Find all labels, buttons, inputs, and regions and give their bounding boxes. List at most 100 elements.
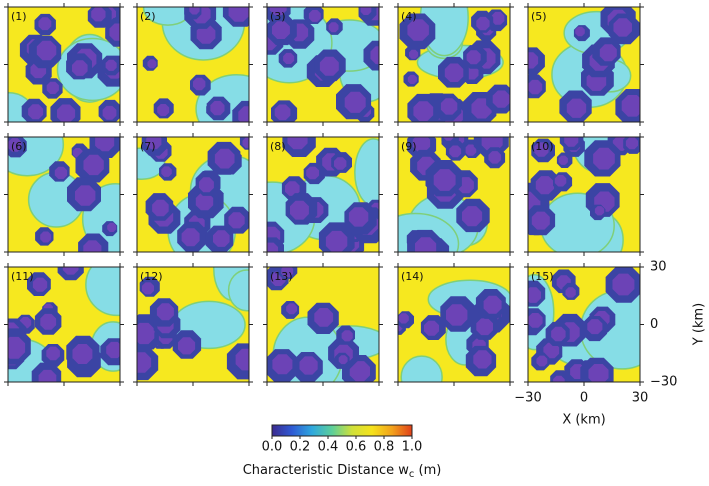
- blob-core: [341, 330, 353, 342]
- blob-core: [40, 231, 52, 243]
- blob-core: [360, 7, 372, 15]
- blob-core: [272, 354, 293, 375]
- blob-core: [137, 322, 155, 345]
- blob-core: [286, 303, 297, 315]
- blob-core: [105, 59, 117, 71]
- blob-core: [214, 148, 235, 169]
- blob-core: [38, 369, 57, 382]
- blob-core: [235, 348, 249, 371]
- map-panel: [528, 7, 640, 122]
- colorbar-label-subscript: c: [409, 469, 415, 480]
- blob-core: [314, 308, 334, 327]
- panel-label: (15): [531, 270, 554, 283]
- colorbar-label-unit: (m): [414, 463, 441, 478]
- blob-core: [599, 44, 617, 62]
- map-panel: [137, 137, 249, 252]
- blob-core: [193, 77, 206, 91]
- map-panel: [398, 7, 510, 122]
- blob-core: [413, 101, 434, 121]
- blob-core: [325, 230, 348, 252]
- blob-core: [531, 211, 550, 230]
- blob-core: [152, 199, 169, 217]
- blob-core: [476, 16, 490, 31]
- blob-core: [370, 46, 379, 65]
- blob-core: [199, 177, 214, 193]
- blob-core: [528, 52, 539, 69]
- map-panel: [267, 7, 379, 122]
- blob-core: [287, 137, 308, 150]
- colorbar-tick-label: 0.2: [290, 440, 311, 455]
- panel-label: (3): [270, 10, 286, 23]
- blob-core: [446, 304, 468, 326]
- blob-core: [473, 350, 492, 369]
- blob-core: [272, 21, 290, 39]
- blob-core: [613, 18, 632, 37]
- cyan-region: [354, 138, 379, 207]
- panel-label: (10): [531, 140, 554, 153]
- blob-core: [621, 95, 640, 117]
- panel-label: (9): [401, 140, 417, 153]
- y-axis-label: Y (km): [692, 303, 707, 346]
- blob-core: [565, 287, 576, 298]
- panel-label: (8): [270, 140, 286, 153]
- blob-core: [290, 200, 309, 220]
- map-panel: [398, 267, 510, 382]
- panel-label: (2): [140, 10, 156, 23]
- blob-core: [106, 341, 120, 359]
- map-panel: [137, 7, 249, 122]
- blob-core: [551, 326, 566, 342]
- blob-core: [83, 240, 102, 252]
- blob-core: [483, 295, 502, 314]
- x-tick-label: 30: [632, 391, 649, 406]
- blob-core: [8, 138, 22, 152]
- blob-core: [466, 50, 481, 65]
- blob-core: [491, 11, 505, 25]
- y-tick-label: −30: [650, 375, 677, 390]
- map-panel: [267, 137, 379, 252]
- blob-core: [558, 155, 568, 165]
- blob-core: [308, 10, 321, 22]
- blob-core: [407, 19, 429, 41]
- blob-core: [8, 336, 26, 359]
- cyan-region: [85, 267, 120, 317]
- colorbar-tick-label: 0.0: [262, 440, 283, 455]
- blob-core: [407, 74, 417, 84]
- blob-core: [38, 17, 52, 31]
- map-panel: [528, 137, 640, 252]
- map-panel: [137, 267, 249, 382]
- map-panel: [528, 267, 640, 382]
- blob-core: [566, 98, 587, 118]
- blob-core: [181, 228, 200, 247]
- blob-core: [107, 222, 117, 232]
- blob-core: [449, 145, 462, 158]
- blob-core: [543, 342, 560, 359]
- blob-core: [95, 137, 115, 152]
- blob-core: [196, 25, 216, 44]
- panel-label: (13): [270, 270, 293, 283]
- panel-label: (1): [11, 10, 27, 23]
- blob-core: [528, 287, 541, 303]
- blob-core: [28, 104, 44, 120]
- y-tick-label: 30: [650, 260, 667, 275]
- blob-core: [102, 105, 117, 120]
- blob-core: [147, 59, 157, 69]
- panel-label: (7): [140, 140, 156, 153]
- blob-core: [534, 142, 549, 157]
- blob-core: [587, 319, 603, 335]
- x-tick-label: −30: [514, 391, 541, 406]
- panel-label: (4): [401, 10, 417, 23]
- blob-core: [625, 137, 638, 150]
- blob-core: [338, 355, 348, 365]
- x-axis-label: X (km): [562, 413, 605, 428]
- blob-core: [178, 337, 196, 355]
- blob-core: [242, 137, 249, 148]
- map-panel: [267, 267, 379, 382]
- blob-core: [564, 137, 579, 147]
- blob-core: [109, 23, 120, 41]
- blob-core: [612, 273, 635, 296]
- blob-core: [348, 207, 369, 227]
- blob-core: [536, 355, 548, 367]
- blob-core: [46, 81, 59, 94]
- colorbar-tick-label: 1.0: [402, 440, 423, 455]
- colorbar-tick-label: 0.8: [374, 440, 395, 455]
